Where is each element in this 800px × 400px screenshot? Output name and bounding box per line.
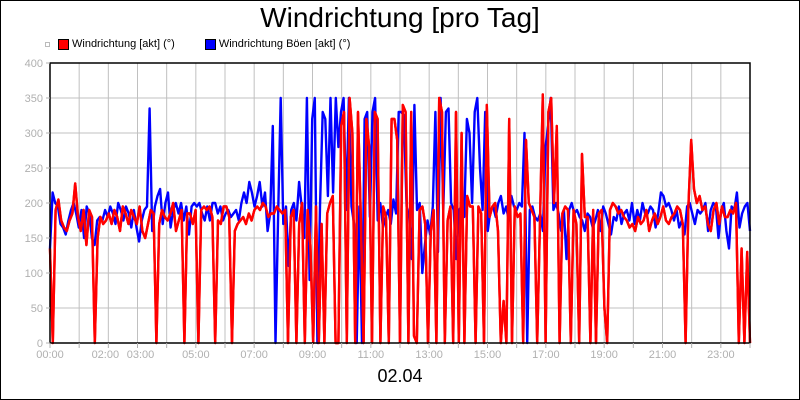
red-swatch-icon <box>58 38 69 50</box>
blue-swatch-icon <box>204 38 216 50</box>
x-tick-label: 21:00 <box>649 349 677 361</box>
chart-title: Windrichtung [pro Tag] <box>260 2 540 33</box>
y-tick-label: 0 <box>37 338 43 350</box>
x-tick-label: 23:00 <box>707 349 735 361</box>
y-tick-label: 150 <box>25 233 43 245</box>
x-tick-label: 05:00 <box>182 349 210 361</box>
series-line <box>48 96 752 345</box>
x-tick-label: 17:00 <box>532 349 560 361</box>
legend: Windrichtung [akt] (°) Windrichtung Böen… <box>45 38 380 50</box>
legend-item-boeen: Windrichtung Böen [akt] (°) <box>204 38 351 50</box>
legend-item-windrichtung: Windrichtung [akt] (°) <box>58 38 175 50</box>
y-tick-label: 400 <box>25 58 43 70</box>
x-tick-label: 11:00 <box>357 349 384 361</box>
x-tick-label: 03:00 <box>127 349 155 361</box>
x-tick-label: 15:00 <box>474 349 502 361</box>
y-tick-label: 300 <box>25 128 43 140</box>
y-tick-label: 250 <box>25 163 43 175</box>
x-tick-label: 09:00 <box>299 349 327 361</box>
x-tick-label: 19:00 <box>590 349 618 361</box>
legend-marker-icon <box>45 41 50 47</box>
x-tick-label: 07:00 <box>240 349 268 361</box>
x-axis-label: 02.04 <box>377 366 423 386</box>
y-tick-label: 100 <box>25 268 43 280</box>
x-tick-label: 00:00 <box>36 349 64 361</box>
y-tick-label: 350 <box>25 93 43 105</box>
x-tick-label: 13:00 <box>415 349 443 361</box>
legend-label: Windrichtung Böen [akt] (°) <box>218 38 351 50</box>
y-tick-label: 50 <box>31 303 43 315</box>
legend-label: Windrichtung [akt] (°) <box>72 38 175 50</box>
y-tick-label: 200 <box>25 198 43 210</box>
x-tick-label: 02:00 <box>92 349 120 361</box>
